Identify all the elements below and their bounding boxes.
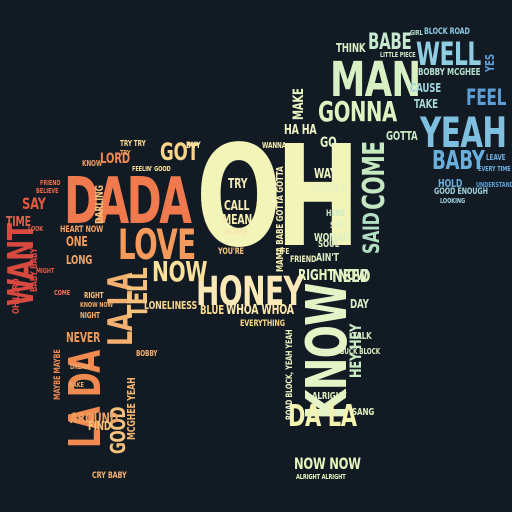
word: BOBBY (136, 349, 158, 358)
word: BOBBY MCGHEE (418, 67, 481, 78)
word: CRY BABY (92, 471, 127, 481)
word: WOULD (312, 181, 348, 195)
word: BLOCK ROAD (424, 27, 470, 37)
word: TALK (352, 331, 372, 342)
word: GOT (160, 138, 199, 166)
word: MAMA BABE GOTTA GOTTA (275, 166, 286, 272)
word: FRIEND (40, 179, 61, 187)
word: LONELINESS (144, 299, 198, 312)
word: HEART NOW (60, 225, 104, 235)
word: LORD (100, 151, 130, 167)
word: AIN'T (316, 251, 339, 264)
word: TAKE (414, 97, 438, 111)
word: MEAN (222, 213, 253, 228)
word: DARLING (93, 185, 106, 224)
word: CAUSE (410, 81, 442, 95)
word: BUCK BLOCK (340, 347, 381, 356)
word: COME (54, 289, 71, 297)
word: RIGHT NOW (298, 266, 368, 284)
word: BABY (432, 146, 485, 176)
word: FEELIN' GOOD (132, 165, 171, 173)
word: UNDERSTAND (476, 181, 512, 189)
word: FRIEND (290, 255, 317, 265)
word: HOME (224, 227, 248, 238)
word: NEVER (66, 331, 101, 346)
word: WHOA WHOA (226, 303, 294, 318)
word: LITTLE PIECE (380, 51, 416, 59)
word: GOOD ENOUGH (434, 187, 488, 197)
word: LOOKING (440, 197, 466, 205)
word: KNOW NOW (80, 301, 113, 309)
word: FIND (88, 419, 111, 433)
word: WELL (416, 35, 481, 73)
word: HA HA (284, 123, 317, 138)
word: MCGHEE YEAH (125, 377, 138, 440)
word: SOUL (318, 239, 340, 250)
word: MAKE (68, 381, 84, 389)
word: LEAVE (486, 153, 506, 162)
word: BLUE (200, 303, 225, 317)
word: EVERY TIME (478, 165, 511, 173)
word: KNOW (82, 159, 103, 168)
word: FEEL (466, 86, 507, 111)
word: THINK (336, 41, 366, 55)
word: WOMAN (314, 231, 350, 244)
word: MAN (330, 52, 421, 108)
word: NEED (332, 266, 371, 287)
word: OH LORD (11, 278, 22, 314)
word: TRY (228, 177, 248, 192)
word: DREAM (70, 363, 90, 371)
word: COME (357, 141, 392, 210)
word: MIGHT (36, 267, 55, 275)
word: DAY (350, 297, 369, 311)
word: SANG (352, 407, 375, 418)
word: YOU'RE (218, 247, 244, 257)
word: GO (320, 135, 337, 151)
word: GIRL (410, 29, 423, 37)
word: MAYBE MAYBE (53, 349, 63, 400)
word: ALRIGHT ALRIGHT (296, 473, 346, 481)
word: NOW (152, 255, 208, 288)
word: GOTTA (386, 129, 418, 143)
word: HOLD (438, 177, 463, 190)
word: TRY (120, 149, 131, 157)
word: NOW NOW (294, 454, 361, 473)
word: BELIEVE (36, 187, 59, 195)
word: SAY (22, 194, 46, 213)
word: STILL (330, 221, 350, 231)
word: HERE (326, 209, 345, 219)
word: LIFE (276, 247, 290, 256)
word: DA LA (288, 399, 357, 434)
word: BUY (186, 141, 201, 151)
word: RIGHT (84, 291, 104, 300)
word: DADA (64, 165, 192, 239)
word: ONE (66, 235, 88, 250)
word: GONNA (318, 95, 397, 128)
word: YEAH (420, 108, 507, 157)
word: AROUND (70, 411, 118, 427)
word: WANNA (262, 141, 287, 150)
word: EVERYTHING (240, 319, 285, 329)
word: MAKE (291, 88, 307, 120)
word: SAID (360, 212, 385, 254)
word: BABE (368, 30, 412, 55)
word: HONEY (196, 269, 304, 315)
word: ROAD BLOCK, YEAH YEAH (285, 329, 295, 420)
word: LONG (66, 253, 93, 267)
word: OH (196, 116, 360, 279)
word: LOVE (118, 220, 196, 269)
word: TIME (6, 215, 31, 230)
word: TRY TRY (120, 139, 146, 148)
word: NIGHT (80, 311, 100, 320)
word: YES (483, 54, 497, 72)
word: WAY (314, 167, 337, 182)
word: CALL (224, 199, 250, 214)
word: ALRIGHT (312, 391, 347, 402)
word: LOOK (28, 225, 44, 233)
